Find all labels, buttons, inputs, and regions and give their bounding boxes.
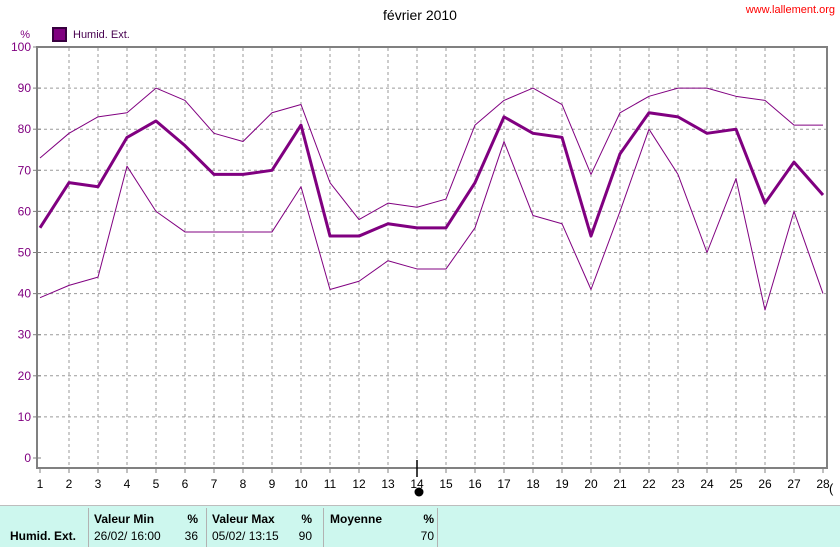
y-tick-label: 10 [18,410,32,424]
series-line-max [39,87,823,221]
legend-series-label: Humid. Ext. [73,28,130,41]
legend-color-swatch [52,27,67,42]
col-header-moyenne: Moyenne [330,512,383,526]
website-link[interactable]: www.lallement.org [745,4,835,16]
col-header-valeur-max: Valeur Max [212,512,275,526]
y-tick-label: 40 [18,287,32,301]
avg-pct-value: 70 [420,529,434,543]
row-label-humid-ext: Humid. Ext. [10,529,77,543]
x-tick-label: 6 [182,477,189,491]
chart-legend: Humid. Ext. [52,27,130,42]
y-tick-label: 80 [18,122,32,136]
y-tick-label: 70 [18,163,32,177]
x-tick-label: 13 [381,477,395,491]
y-tick-label: 100 [11,40,31,54]
x-tick-label: 25 [729,477,743,491]
x-tick-label: 11 [324,477,337,491]
y-tick-label: 20 [18,369,32,383]
x-tick-label: 14 [410,477,424,491]
x-tick-label: 28 [816,477,830,491]
x-tick-label: 1 [37,477,44,491]
y-axis-unit-label: % [20,29,30,41]
clipped-row-label: Valeur Mo [10,545,67,547]
x-tick-label: 7 [211,477,218,491]
col-header-avg-unit: % [423,512,434,526]
x-tick-label: 23 [671,477,685,491]
x-tick-label: 17 [497,477,511,491]
x-tick-label: 4 [124,477,131,491]
x-tick-label: 8 [240,477,247,491]
day-cursor-dot[interactable] [414,487,424,497]
table-separator [437,508,438,547]
x-tick-label: 9 [269,477,276,491]
min-pct-value: 36 [184,529,198,543]
x-tick-label: 20 [584,477,598,491]
x-tick-label: 15 [439,477,453,491]
y-tick-label: 50 [18,246,32,260]
x-tick-label: 22 [642,477,656,491]
y-tick-label: 90 [18,81,32,95]
plot-frame [36,46,828,469]
x-tick-label: 5 [153,477,160,491]
chart-title: février 2010 [383,7,457,23]
x-tick-label: 16 [468,477,482,491]
x-tick-label: 12 [352,477,366,491]
table-separator [206,508,207,547]
x-tick-label: 18 [526,477,540,491]
x-tick-label: 27 [787,477,801,491]
x-tick-label: 21 [613,477,627,491]
series-line-mean [38,111,825,238]
y-tick-label: 0 [24,451,31,465]
max-datetime-value: 05/02/ 13:15 [212,529,279,543]
min-datetime-value: 26/02/ 16:00 [94,529,161,543]
y-tick-label: 60 [18,204,32,218]
table-separator [88,508,89,547]
x-tick-label: 19 [555,477,569,491]
max-pct-value: 90 [298,529,312,543]
col-header-min-unit: % [187,512,198,526]
x-tick-label: 2 [66,477,73,491]
x-tick-label: 3 [95,477,102,491]
col-header-max-unit: % [301,512,312,526]
series-line-min [39,128,824,311]
x-tick-label: 10 [294,477,308,491]
x-tick-label: 26 [758,477,772,491]
col-header-valeur-min: Valeur Min [94,512,155,526]
clipped-axis-char: ( [829,481,834,496]
statistics-table: Valeur Min % Valeur Max % Moyenne % Humi… [0,505,840,547]
y-tick-label: 30 [18,328,32,342]
table-separator [323,508,324,547]
x-tick-label: 24 [700,477,714,491]
